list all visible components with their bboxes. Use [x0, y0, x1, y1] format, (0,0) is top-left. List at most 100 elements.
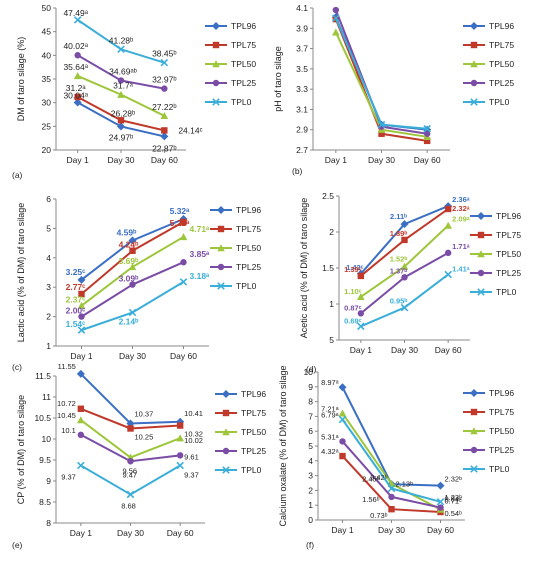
marker-diamond — [76, 369, 85, 378]
marker-diamond — [477, 212, 485, 220]
marker-square — [444, 205, 452, 213]
marker-x — [477, 288, 485, 296]
marker-diamond — [160, 132, 169, 141]
data-label: 2.45ᵇ — [362, 475, 380, 484]
data-label: 2.09ᵃ — [452, 215, 470, 224]
marker-triangle — [222, 428, 230, 436]
chart-panel-2: 2.7 2.9 3.1 3.3 3.5 3.7 3.9 4.1 Day 1 Day 30 Day 6… — [273, 3, 514, 176]
marker-diamond — [128, 236, 137, 245]
data-label: 1.39ᶜ — [344, 265, 362, 274]
legend-label: TPL96 — [241, 389, 266, 399]
panel-tag: (d) — [306, 364, 317, 374]
data-label: 0.84ᶜ — [445, 495, 463, 504]
marker-x — [387, 484, 396, 493]
data-label: 10.1 — [61, 426, 76, 435]
data-label: 9.56 — [123, 466, 138, 475]
x-tick-label: Day 1 — [331, 525, 353, 535]
data-label: 5.32ᵃ — [170, 206, 191, 216]
x-tick-label: Day 1 — [67, 155, 89, 165]
legend-label: TPL75 — [231, 40, 256, 50]
data-label: 1.10ᶜ — [344, 287, 362, 296]
x-tick-label: Day 1 — [350, 345, 372, 355]
marker-circle — [176, 452, 184, 459]
chart-panel-1: 20 25 30 35 40 45 50 Day 1 Day 30 Day 60 DM of tar… — [12, 3, 256, 180]
marker-diamond — [217, 206, 225, 214]
legend-label: TPL75 — [241, 408, 266, 418]
marker-circle — [117, 77, 125, 84]
marker-circle — [77, 431, 85, 438]
marker-square — [378, 130, 385, 137]
y-axis-title: CP (% of DM) of taro silage — [16, 395, 26, 504]
marker-triangle — [212, 60, 220, 68]
legend-label: TPL25 — [489, 78, 514, 88]
marker-square — [357, 272, 365, 280]
marker-circle — [161, 85, 168, 92]
marker-x — [377, 120, 386, 129]
data-label: 24.97ᵇ — [109, 132, 133, 142]
data-label: 2.13ᵇ — [396, 479, 414, 488]
marker-diamond — [117, 122, 125, 131]
marker-x — [423, 124, 431, 133]
y-tick-label: 3 — [308, 471, 313, 481]
y-tick-label: 5 — [308, 441, 313, 451]
data-label: 1.54ᶜ — [66, 319, 87, 329]
legend-label: TPL96 — [489, 388, 514, 398]
marker-diamond — [222, 390, 230, 398]
marker-x — [128, 308, 137, 317]
marker-x — [176, 461, 184, 470]
marker-triangle — [444, 221, 452, 229]
marker-triangle — [332, 28, 340, 36]
y-tick-label: 2.5 — [322, 191, 334, 201]
data-label: 10.02 — [184, 436, 203, 445]
y-axis-title: Acetic acid (% of DM) of taro silage — [299, 198, 309, 339]
marker-diamond — [73, 98, 82, 107]
legend-label: TPL50 — [231, 59, 256, 69]
marker-x — [436, 498, 445, 506]
marker-square — [161, 127, 168, 134]
marker-diamond — [400, 220, 409, 229]
marker-triangle — [338, 409, 347, 417]
marker-square — [74, 93, 81, 101]
legend-label: TPL25 — [231, 78, 256, 88]
marker-square — [77, 405, 85, 412]
marker-diamond — [436, 481, 445, 490]
marker-square — [217, 225, 225, 233]
legend-label: TPL0 — [489, 97, 510, 107]
x-tick-label: Day 30 — [368, 155, 395, 165]
legend-label: TPL25 — [489, 445, 514, 455]
marker-x — [117, 45, 125, 54]
marker-square — [127, 425, 134, 432]
data-label: 10.41 — [184, 409, 203, 418]
series-line-TPL96 — [334, 16, 428, 131]
legend-label: TPL50 — [489, 59, 514, 69]
legend-label: TPL75 — [489, 407, 514, 417]
marker-square — [339, 452, 346, 460]
y-tick-label: 9 — [46, 476, 51, 486]
marker-circle — [74, 52, 81, 59]
data-label: 38.45ᵇ — [152, 49, 176, 59]
marker-square — [222, 409, 230, 417]
y-tick-label: 4 — [308, 456, 313, 466]
data-label: 1.23ᵇ — [445, 493, 463, 502]
data-label: 3.85ᵃ — [190, 249, 211, 259]
data-label: 1.37ᵇ — [390, 266, 408, 275]
x-tick-label: Day 1 — [70, 351, 92, 361]
legend-label: TPL25 — [496, 268, 521, 278]
legend-label: TPL50 — [236, 243, 261, 253]
panel-tag: (c) — [12, 362, 22, 372]
marker-circle — [388, 493, 395, 501]
marker-x — [73, 16, 82, 24]
y-tick-label: 20 — [42, 145, 52, 155]
data-label: 9.61 — [184, 452, 199, 461]
x-tick-label: Day 60 — [167, 528, 194, 538]
marker-x — [126, 490, 135, 499]
legend-label: TPL96 — [231, 21, 256, 31]
marker-diamond — [470, 389, 478, 397]
data-label: 27.22ᵇ — [152, 102, 176, 112]
marker-triangle — [77, 416, 85, 424]
marker-x — [222, 466, 230, 474]
x-tick-label: Day 30 — [378, 525, 405, 535]
data-label: 1.41ᵃ — [452, 264, 470, 273]
y-tick-label: 6 — [46, 194, 51, 204]
marker-triangle — [160, 112, 169, 120]
